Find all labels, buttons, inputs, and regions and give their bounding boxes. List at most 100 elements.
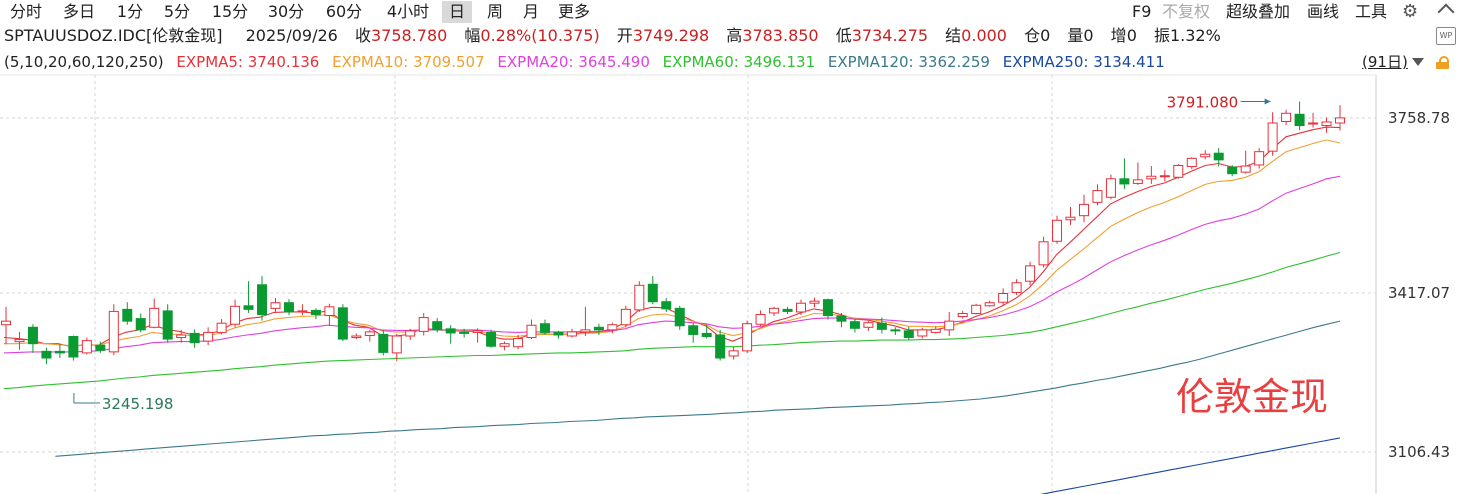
candle-body-54: [728, 350, 739, 357]
candle-body-63: [849, 321, 860, 329]
candle-body-58: [782, 308, 793, 312]
oi-value: 0: [1040, 26, 1051, 45]
series-line-expma10: [4, 139, 1341, 347]
period-toolbar: 分时 多日 1分 5分 15分 30分 60分 4小时日周月更多 F9 不复权 超级叠加 画线 工具 ⚙: [0, 0, 1460, 24]
oi-label: 仓: [1024, 26, 1041, 45]
period-tab-1[interactable]: 多日: [62, 2, 95, 21]
candle-body-46: [620, 308, 631, 326]
candle-body-15: [203, 331, 214, 342]
day-count-dropdown-icon[interactable]: [1412, 58, 1424, 66]
candle-body-49: [661, 301, 672, 310]
watermark: 伦敦金现: [1176, 375, 1329, 419]
candle-body-65: [876, 322, 887, 330]
candle-body-88: [1186, 157, 1197, 168]
candle-body-45: [607, 324, 618, 331]
candle-body-56: [755, 313, 766, 325]
period-tab-11[interactable]: 更多: [557, 2, 590, 21]
candle-body-11: [149, 307, 160, 328]
settings-icon[interactable]: ⚙: [1402, 1, 1419, 22]
candle-body-41: [553, 331, 564, 336]
period-tab-9[interactable]: 周: [486, 2, 503, 21]
wps-icon[interactable]: WP: [1436, 27, 1456, 45]
period-tab-5[interactable]: 30分: [267, 2, 305, 21]
candle-body-3: [41, 350, 52, 359]
candle-body-96: [1294, 113, 1305, 127]
period-tab-7[interactable]: 4小时: [386, 2, 430, 21]
candle-body-66: [890, 329, 901, 332]
toolbar-overlay-button[interactable]: 超级叠加: [1226, 2, 1291, 21]
candle-body-23: [310, 309, 321, 315]
candle-body-32: [432, 321, 443, 331]
y-tick-label-1: 3417.07: [1388, 284, 1450, 302]
candle-body-87: [1173, 165, 1184, 178]
candle-body-68: [917, 329, 928, 337]
indicator-legend: (5,10,20,60,120,250) EXPMA5: 3740.136 EX…: [4, 51, 1173, 73]
candle-body-48: [647, 283, 658, 303]
candle-body-35: [472, 330, 483, 333]
change-label: 幅: [464, 26, 481, 45]
high-annotation-arrow: [1264, 98, 1271, 105]
candle-body-44: [593, 326, 604, 331]
legend-params[interactable]: (5,10,20,60,120,250): [4, 53, 164, 71]
candle-body-70: [944, 320, 955, 331]
candle-body-2: [27, 326, 38, 345]
candle-body-20: [270, 302, 281, 309]
candle-body-21: [283, 302, 294, 313]
candle-body-47: [634, 284, 645, 311]
candle-body-98: [1321, 121, 1332, 127]
candle-body-75: [1011, 282, 1022, 293]
candle-body-95: [1281, 112, 1292, 122]
candle-body-93: [1254, 151, 1265, 166]
candle-body-39: [526, 324, 537, 339]
candle-body-81: [1092, 190, 1103, 203]
candle-body-92: [1240, 165, 1251, 173]
candle-body-74: [998, 293, 1009, 303]
y-tick-label-0: 3758.78: [1388, 109, 1450, 127]
inc-value: 0: [1126, 26, 1137, 45]
close-value: 3758.780: [370, 26, 448, 45]
candle-body-0: [1, 320, 11, 326]
candle-body-94: [1267, 122, 1278, 152]
series-line-expma120: [55, 320, 1341, 457]
period-tab-4[interactable]: 15分: [211, 2, 249, 21]
candle-body-71: [957, 312, 968, 318]
lock-icon[interactable]: [1436, 56, 1450, 69]
toolbar-f9-button[interactable]: F9: [1132, 2, 1152, 21]
legend-expma120: EXPMA120: 3362.259: [827, 53, 990, 71]
period-tab-3[interactable]: 5分: [163, 2, 191, 21]
candle-body-19: [257, 284, 268, 315]
toolbar-draw-button[interactable]: 画线: [1307, 2, 1340, 21]
series-line-expma250: [1039, 437, 1341, 494]
candle-body-77: [1038, 241, 1049, 266]
candle-body-4: [54, 350, 65, 354]
candle-body-42: [566, 331, 577, 337]
day-count[interactable]: (91日): [1362, 53, 1408, 71]
period-tab-8[interactable]: 日: [442, 1, 472, 23]
period-tab-2[interactable]: 1分: [116, 2, 144, 21]
series-line-expma5: [3, 126, 1341, 348]
candle-body-28: [378, 333, 389, 353]
high-label: 高: [726, 26, 743, 45]
candle-body-14: [189, 332, 200, 344]
candle-body-40: [539, 323, 550, 333]
toolbar-no-adjust-button[interactable]: 不复权: [1162, 2, 1211, 21]
candle-body-67: [903, 330, 914, 339]
candle-body-10: [135, 318, 146, 331]
candle-body-12: [162, 310, 173, 340]
period-tab-0[interactable]: 分时: [9, 2, 42, 21]
candle-body-37: [499, 343, 510, 347]
toolbar-tools-button[interactable]: 工具: [1355, 2, 1388, 21]
date-value: 2025/09/26: [245, 26, 338, 45]
legend-expma5: EXPMA5: 3740.136: [176, 53, 320, 71]
legend-expma60: EXPMA60: 3496.131: [662, 53, 816, 71]
y-tick-label-2: 3106.43: [1388, 443, 1450, 461]
candle-body-30: [405, 330, 416, 337]
period-tab-10[interactable]: 月: [522, 2, 539, 21]
symbol-name[interactable]: SPTAUUSDOZ.IDC[伦敦金现]: [4, 26, 223, 45]
chevron-up-icon[interactable]: [1437, 3, 1455, 21]
open-value: 3749.298: [632, 26, 710, 45]
candle-body-82: [1105, 178, 1116, 198]
candle-body-27: [364, 331, 375, 336]
period-tab-6[interactable]: 60分: [325, 2, 363, 21]
change-value: 0.28%(10.375): [480, 26, 600, 45]
